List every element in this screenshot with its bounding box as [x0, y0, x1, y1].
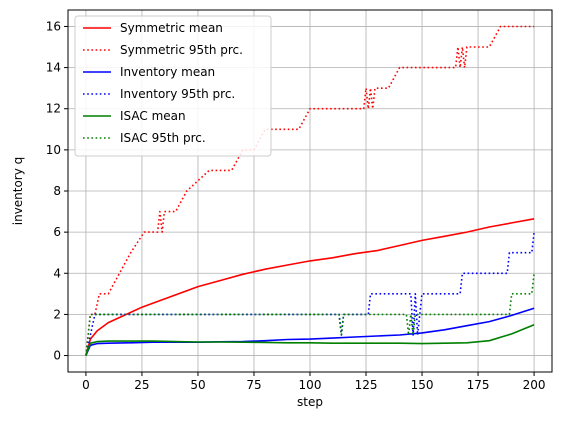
y-tick-label: 14 — [46, 61, 61, 75]
y-tick-label: 2 — [53, 307, 61, 321]
y-tick-label: 4 — [53, 266, 61, 280]
legend-label: Symmetric mean — [120, 21, 223, 35]
x-tick-label: 100 — [299, 378, 322, 392]
y-axis-label: inventory q — [11, 157, 25, 226]
series-line-symmetric-mean — [85, 218, 535, 356]
x-tick-label: 0 — [82, 378, 90, 392]
series-line-inventory-mean — [85, 307, 535, 356]
x-tick-label: 25 — [134, 378, 149, 392]
series-line-isac-mean — [85, 323, 535, 356]
series-lines — [85, 25, 535, 356]
x-tick-label: 200 — [523, 378, 546, 392]
series-line-isac-95th-prc — [85, 273, 535, 356]
x-tick-label: 50 — [190, 378, 205, 392]
axis-ticks: 0 25 50 75 100 125 150 175 200 0 2 4 6 8 10 12 14 16 — [46, 19, 546, 392]
x-tick-label: 150 — [411, 378, 434, 392]
x-tick-label: 125 — [355, 378, 378, 392]
y-tick-label: 10 — [46, 143, 61, 157]
grid-lines — [68, 10, 552, 372]
y-tick-label: 16 — [46, 19, 61, 33]
x-tick-label: 175 — [467, 378, 490, 392]
y-tick-label: 12 — [46, 102, 61, 116]
legend-label: Inventory mean — [120, 65, 215, 79]
legend-label: Symmetric 95th prc. — [120, 43, 243, 57]
x-axis-label: step — [297, 395, 323, 409]
legend-label: ISAC 95th prc. — [120, 131, 206, 145]
series-line-symmetric-95th-prc — [85, 25, 535, 356]
legend-label: ISAC mean — [120, 109, 186, 123]
legend: Symmetric mean Symmetric 95th prc. Invento… — [74, 15, 272, 157]
x-tick-label: 75 — [246, 378, 261, 392]
legend-label: Inventory 95th prc. — [120, 87, 235, 101]
legend-box — [74, 15, 272, 157]
y-tick-label: 6 — [53, 225, 61, 239]
y-tick-label: 0 — [53, 349, 61, 363]
y-tick-label: 8 — [53, 184, 61, 198]
